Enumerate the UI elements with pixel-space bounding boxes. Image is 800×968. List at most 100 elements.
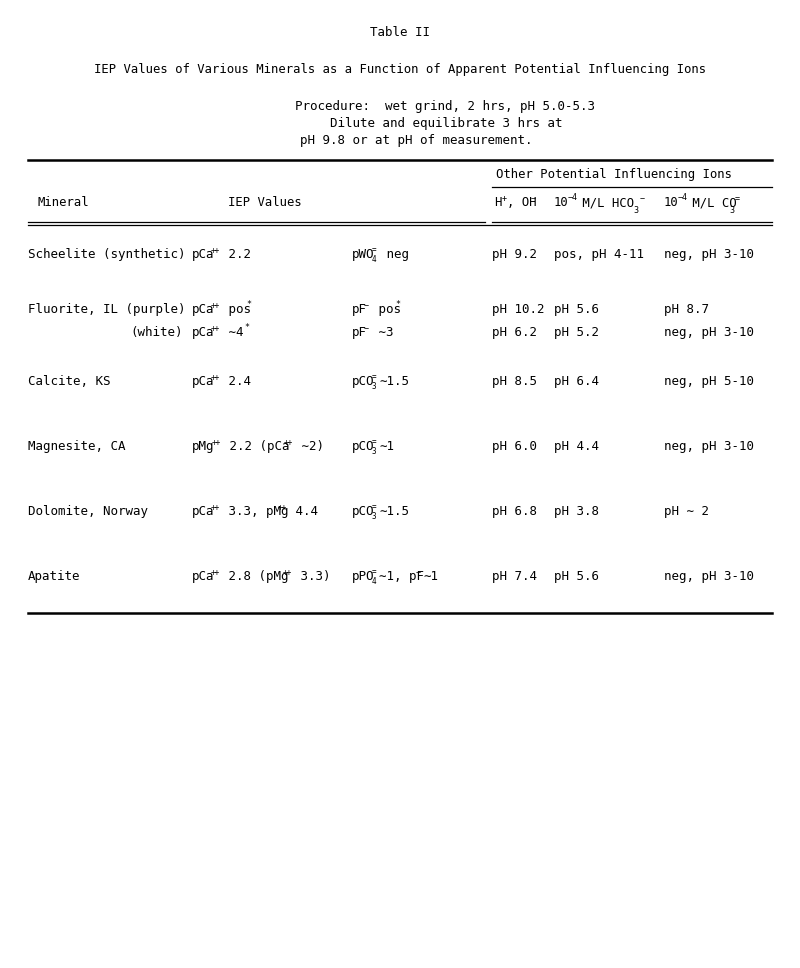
Text: M/L HCO: M/L HCO	[575, 196, 634, 209]
Text: Procedure:  wet grind, 2 hrs, pH 5.0-5.3: Procedure: wet grind, 2 hrs, pH 5.0-5.3	[295, 100, 595, 113]
Text: pH 9.8 or at pH of measurement.: pH 9.8 or at pH of measurement.	[300, 134, 533, 147]
Text: pH 6.4: pH 6.4	[554, 375, 599, 388]
Text: 3: 3	[729, 206, 734, 215]
Text: −4: −4	[568, 193, 578, 202]
Text: ++: ++	[211, 503, 220, 512]
Text: ∼1.5: ∼1.5	[379, 505, 409, 518]
Text: neg, pH 3-10: neg, pH 3-10	[664, 326, 754, 339]
Text: 3: 3	[633, 206, 638, 215]
Text: 3: 3	[372, 447, 377, 456]
Text: ++: ++	[211, 324, 220, 333]
Text: IEP Values of Various Minerals as a Function of Apparent Potential Influencing I: IEP Values of Various Minerals as a Func…	[94, 63, 706, 76]
Text: ++: ++	[211, 301, 220, 310]
Text: pF: pF	[352, 303, 367, 316]
Text: 2.8 (pMg: 2.8 (pMg	[221, 570, 289, 583]
Text: ∼1: ∼1	[423, 570, 438, 583]
Text: neg, pH 5-10: neg, pH 5-10	[664, 375, 754, 388]
Text: *: *	[246, 300, 251, 309]
Text: Table II: Table II	[370, 26, 430, 39]
Text: pH 9.2: pH 9.2	[492, 248, 537, 261]
Text: −: −	[364, 301, 369, 310]
Text: ++: ++	[211, 373, 220, 382]
Text: neg, pH 3-10: neg, pH 3-10	[664, 570, 754, 583]
Text: pH 6.2: pH 6.2	[492, 326, 537, 339]
Text: ++: ++	[212, 438, 222, 447]
Text: ∼2): ∼2)	[294, 440, 324, 453]
Text: pH 5.6: pH 5.6	[554, 303, 599, 316]
Text: pWO: pWO	[352, 248, 374, 261]
Text: −4: −4	[678, 193, 688, 202]
Text: −: −	[364, 324, 369, 333]
Text: +: +	[502, 194, 507, 203]
Text: pH 3.8: pH 3.8	[554, 505, 599, 518]
Text: ++: ++	[283, 568, 292, 577]
Text: IEP Values: IEP Values	[228, 196, 302, 209]
Text: pH 6.0: pH 6.0	[492, 440, 537, 453]
Text: 10: 10	[554, 196, 569, 209]
Text: −: −	[531, 194, 536, 203]
Text: pPO: pPO	[352, 570, 374, 583]
Text: pCa: pCa	[192, 326, 214, 339]
Text: H: H	[494, 196, 502, 209]
Text: Dilute and equilibrate 3 hrs at: Dilute and equilibrate 3 hrs at	[330, 117, 562, 130]
Text: 3: 3	[372, 382, 377, 391]
Text: pH 4.4: pH 4.4	[554, 440, 599, 453]
Text: =: =	[372, 245, 377, 254]
Text: ∼3: ∼3	[371, 326, 394, 339]
Text: ∼4: ∼4	[221, 326, 243, 339]
Text: ∼1: ∼1	[379, 440, 394, 453]
Text: 3: 3	[372, 512, 377, 521]
Text: pCO: pCO	[352, 440, 374, 453]
Text: *: *	[244, 323, 249, 332]
Text: 2.2: 2.2	[221, 248, 251, 261]
Text: ∼1, pF: ∼1, pF	[379, 570, 424, 583]
Text: Magnesite, CA: Magnesite, CA	[28, 440, 126, 453]
Text: M/L CO: M/L CO	[685, 196, 737, 209]
Text: ++: ++	[211, 246, 220, 255]
Text: pCO: pCO	[352, 505, 374, 518]
Text: neg: neg	[379, 248, 409, 261]
Text: pMg: pMg	[192, 440, 214, 453]
Text: pCa: pCa	[192, 505, 214, 518]
Text: pCa: pCa	[192, 248, 214, 261]
Text: 3.3): 3.3)	[293, 570, 330, 583]
Text: pCa: pCa	[192, 303, 214, 316]
Text: pH 7.4: pH 7.4	[492, 570, 537, 583]
Text: 3.3, pMg: 3.3, pMg	[221, 505, 289, 518]
Text: =: =	[372, 567, 377, 576]
Text: pH 6.8: pH 6.8	[492, 505, 537, 518]
Text: 4: 4	[372, 577, 377, 586]
Text: =: =	[372, 502, 377, 511]
Text: pCa: pCa	[192, 375, 214, 388]
Text: 10: 10	[664, 196, 678, 209]
Text: Scheelite (synthetic): Scheelite (synthetic)	[28, 248, 186, 261]
Text: 4.4: 4.4	[288, 505, 318, 518]
Text: ++: ++	[211, 568, 220, 577]
Text: −: −	[640, 194, 645, 203]
Text: , OH: , OH	[507, 196, 537, 209]
Text: Mineral: Mineral	[38, 196, 90, 209]
Text: pH 10.2: pH 10.2	[492, 303, 545, 316]
Text: Other Potential Influencing Ions: Other Potential Influencing Ions	[496, 168, 732, 181]
Text: pos: pos	[371, 303, 401, 316]
Text: Fluorite, IL (purple): Fluorite, IL (purple)	[28, 303, 186, 316]
Text: 4: 4	[372, 255, 377, 264]
Text: =: =	[372, 372, 377, 381]
Text: Apatite: Apatite	[28, 570, 81, 583]
Text: =: =	[735, 194, 740, 203]
Text: ∼1.5: ∼1.5	[379, 375, 409, 388]
Text: pH ∼ 2: pH ∼ 2	[664, 505, 709, 518]
Text: pF: pF	[352, 326, 367, 339]
Text: ++: ++	[284, 438, 294, 447]
Text: pH 5.6: pH 5.6	[554, 570, 599, 583]
Text: ++: ++	[278, 503, 287, 512]
Text: pH 5.2: pH 5.2	[554, 326, 599, 339]
Text: pos, pH 4-11: pos, pH 4-11	[554, 248, 644, 261]
Text: pCO: pCO	[352, 375, 374, 388]
Text: pH 8.5: pH 8.5	[492, 375, 537, 388]
Text: −: −	[416, 568, 421, 577]
Text: neg, pH 3-10: neg, pH 3-10	[664, 440, 754, 453]
Text: (white): (white)	[130, 326, 182, 339]
Text: neg, pH 3-10: neg, pH 3-10	[664, 248, 754, 261]
Text: pos: pos	[221, 303, 251, 316]
